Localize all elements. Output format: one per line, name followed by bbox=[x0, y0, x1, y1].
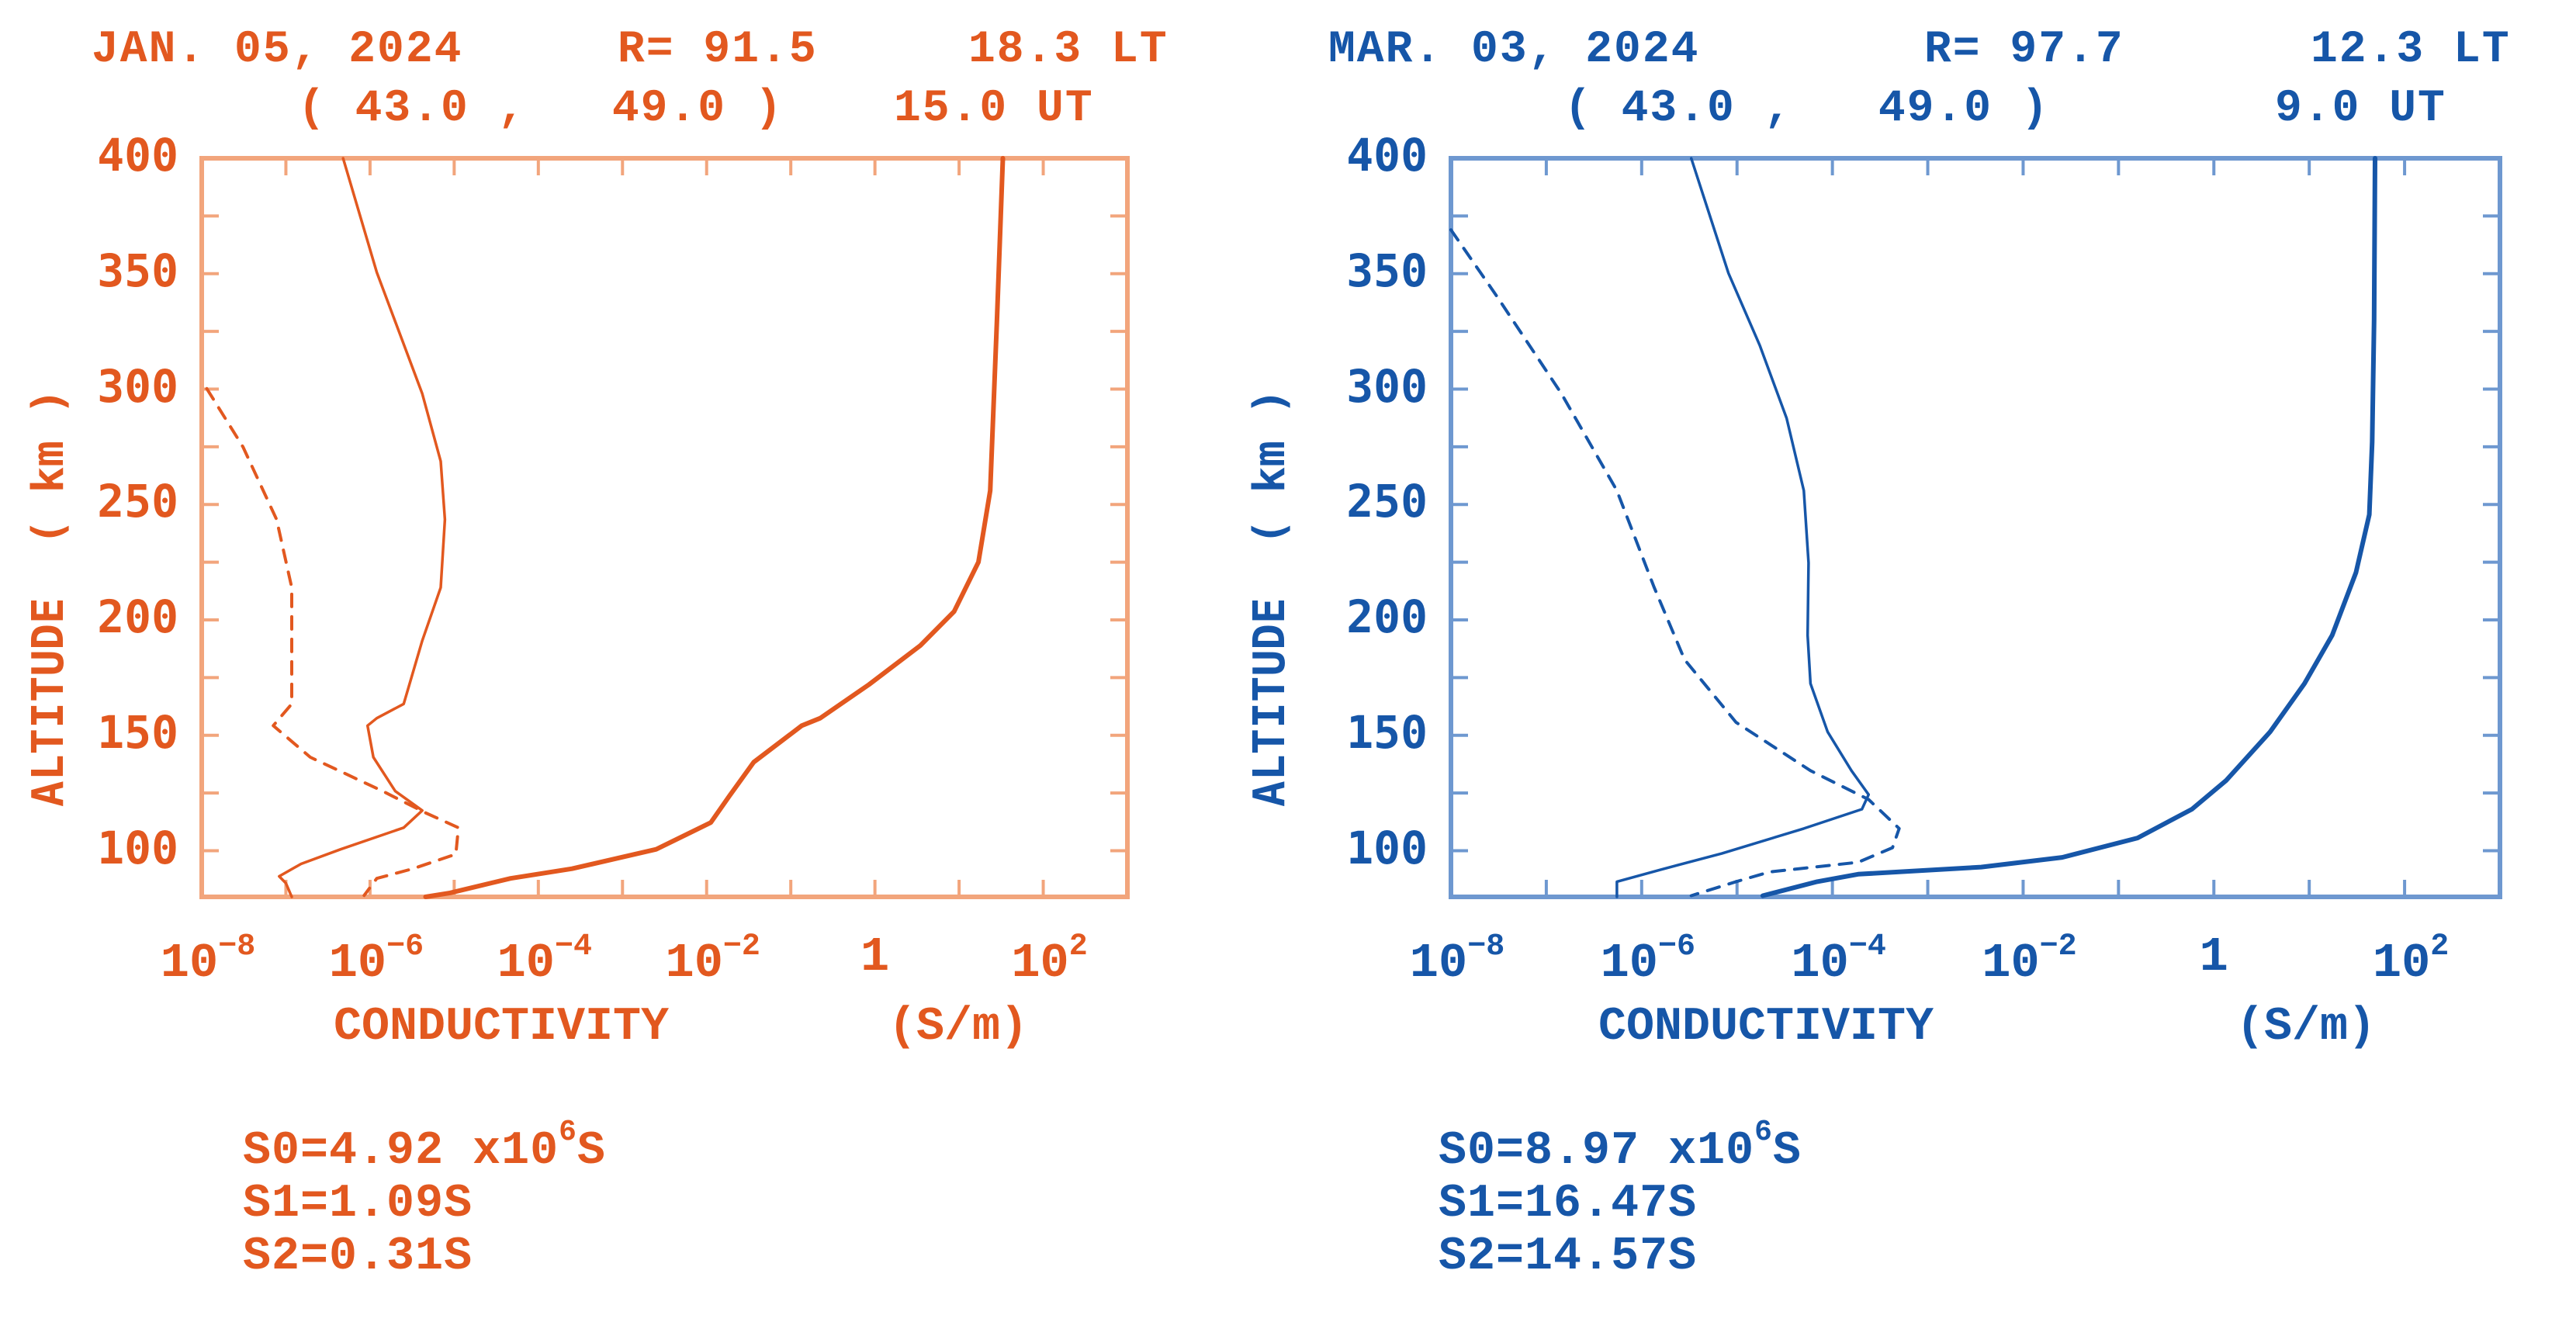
x-tick-label: 1 bbox=[2199, 929, 2228, 985]
chart-date: MAR. 03, 2024 bbox=[1328, 25, 1700, 75]
x-tick-label: 102 bbox=[2372, 929, 2450, 991]
x-axis-title: CONDUCTIVITY bbox=[1598, 1001, 1934, 1054]
y-tick-label: 300 bbox=[97, 359, 178, 413]
y-tick-label: 150 bbox=[1346, 705, 1428, 759]
conductivity-chart-mar: MAR. 03, 2024 R= 97.7 12.3 LT ( 43.0 , 4… bbox=[1245, 0, 2576, 1283]
plot-area bbox=[1449, 156, 2502, 899]
x-axis-unit: (S/m) bbox=[888, 1001, 1029, 1054]
s0-exponent: 6 bbox=[1754, 1116, 1773, 1149]
x-tick-label: 10−6 bbox=[328, 929, 424, 991]
s2-value: S2=14.57S bbox=[1439, 1230, 1698, 1283]
local-time: 18.3 LT bbox=[968, 25, 1169, 75]
y-tick-label: 350 bbox=[97, 244, 178, 297]
series-thick-solid bbox=[1760, 156, 2377, 898]
x-tick-label: 10−4 bbox=[1791, 929, 1886, 991]
s0-value: S0=8.97 x10 bbox=[1439, 1125, 1755, 1178]
x-tick-label: 10−2 bbox=[665, 929, 760, 991]
x-tick-label: 10−6 bbox=[1600, 929, 1696, 991]
integrated-conductances: S0=4.92 x106S S1=1.09S S2=0.31S bbox=[128, 1063, 606, 1336]
x-axis-unit: (S/m) bbox=[2236, 1001, 2377, 1054]
coordinates: ( 43.0 , 49.0 ) bbox=[1564, 84, 2050, 134]
coordinates: ( 43.0 , 49.0 ) bbox=[298, 84, 784, 134]
plot-frame bbox=[199, 156, 1130, 899]
x-tick-label: 1 bbox=[860, 929, 890, 985]
x-tick-label: 10−2 bbox=[1982, 929, 2077, 991]
y-tick-label: 300 bbox=[1346, 359, 1428, 413]
y-tick-label: 250 bbox=[97, 475, 178, 528]
y-tick-label: 200 bbox=[97, 590, 178, 643]
s1-value: S1=1.09S bbox=[243, 1178, 473, 1230]
y-tick-label: 400 bbox=[97, 129, 178, 182]
x-tick-label: 102 bbox=[1011, 929, 1088, 991]
series-dashed bbox=[205, 386, 460, 898]
y-tick-label: 100 bbox=[1346, 821, 1428, 874]
plot-area bbox=[199, 156, 1130, 899]
local-time: 12.3 LT bbox=[2311, 25, 2511, 75]
series-thin-solid bbox=[278, 157, 447, 898]
series-thin-solid bbox=[1615, 157, 1871, 898]
series-dashed bbox=[1449, 228, 1901, 898]
universal-time: 9.0 UT bbox=[2275, 84, 2446, 134]
s1-value: S1=16.47S bbox=[1439, 1178, 1698, 1230]
y-tick-label: 150 bbox=[97, 705, 178, 759]
s0-value: S0=4.92 x10 bbox=[243, 1125, 559, 1178]
s0-unit: S bbox=[1772, 1125, 1802, 1178]
y-tick-label: 100 bbox=[97, 821, 178, 874]
s2-value: S2=0.31S bbox=[243, 1230, 473, 1283]
r-value: R= 91.5 bbox=[618, 25, 818, 75]
plot-frame bbox=[1449, 156, 2502, 899]
y-tick-label: 250 bbox=[1346, 475, 1428, 528]
x-axis-title: CONDUCTIVITY bbox=[334, 1001, 670, 1054]
s0-exponent: 6 bbox=[559, 1116, 577, 1149]
x-tick-label: 10−8 bbox=[160, 929, 256, 991]
y-tick-label: 400 bbox=[1346, 129, 1428, 182]
s0-unit: S bbox=[576, 1125, 606, 1178]
y-tick-label: 350 bbox=[1346, 244, 1428, 297]
universal-time: 15.0 UT bbox=[894, 84, 1094, 134]
integrated-conductances: S0=8.97 x106S S1=16.47S S2=14.57S bbox=[1324, 1063, 1802, 1336]
x-tick-label: 10−4 bbox=[497, 929, 593, 991]
y-tick-label: 200 bbox=[1346, 590, 1428, 643]
x-tick-label: 10−8 bbox=[1409, 929, 1505, 991]
chart-date: JAN. 05, 2024 bbox=[92, 25, 463, 75]
r-value: R= 97.7 bbox=[1924, 25, 2124, 75]
conductivity-chart-jan: JAN. 05, 2024 R= 91.5 18.3 LT ( 43.0 , 4… bbox=[0, 0, 1288, 1283]
series-thick-solid bbox=[423, 156, 1006, 899]
